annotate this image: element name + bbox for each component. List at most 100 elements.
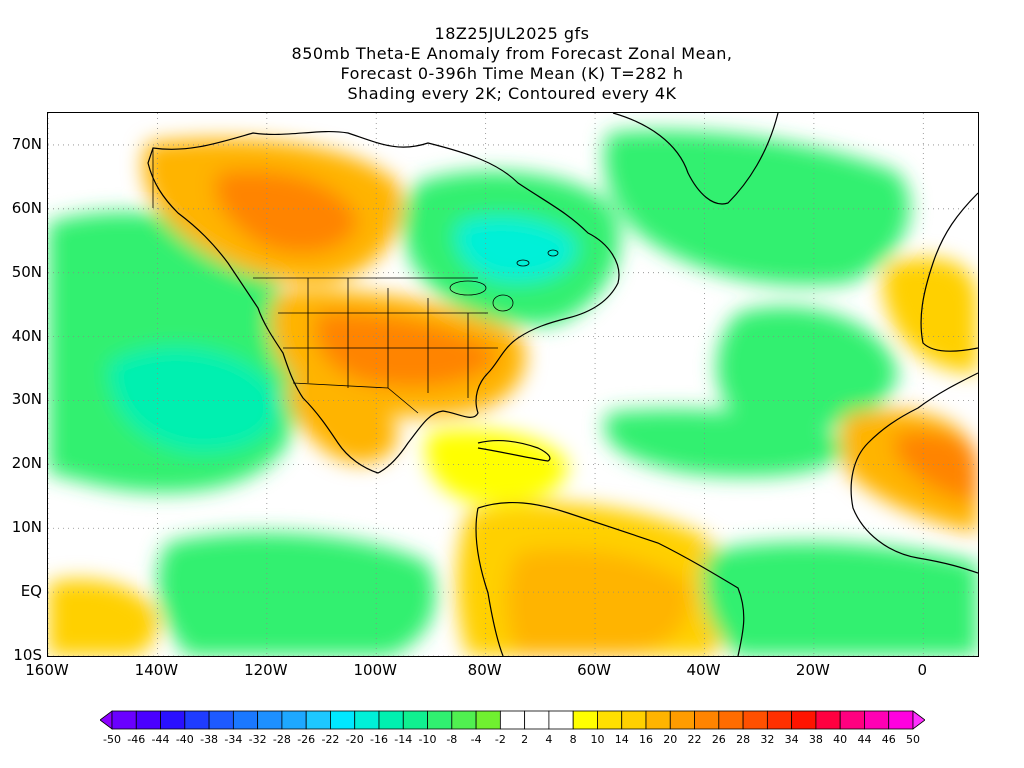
colorbar-tick-label: 20	[663, 733, 678, 746]
colorbar-tick-label: -10	[418, 733, 437, 746]
lat-label: 50N	[11, 262, 42, 281]
anomaly-map	[48, 113, 978, 656]
lat-label: 20N	[11, 454, 42, 473]
colorbar-tick-label: -20	[345, 733, 364, 746]
colorbar-swatch	[499, 710, 526, 730]
colorbar-swatch	[135, 710, 161, 730]
coast-cuba	[477, 439, 551, 462]
lon-label: 120W	[244, 661, 288, 679]
colorbar-swatch	[621, 710, 647, 730]
colorbar-tick-label: -16	[370, 733, 388, 746]
colorbar-max-arrow	[912, 710, 925, 730]
colorbar-swatch	[208, 710, 234, 730]
lat-label: 40N	[11, 326, 42, 345]
colorbar-tick-label: 2	[521, 733, 529, 746]
colorbar-tick-label: -46	[127, 733, 146, 746]
lake-small	[516, 259, 530, 267]
colorbar-tick-label: -14	[394, 733, 413, 746]
lon-label: 160W	[25, 661, 69, 679]
colorbar-swatch	[378, 710, 404, 730]
lat-label: 10N	[11, 518, 42, 537]
colorbar-tick-label: -28	[272, 733, 291, 746]
coast-europe	[920, 192, 978, 352]
shade-southwest-pacific	[48, 579, 159, 656]
lon-label: 40W	[686, 661, 721, 679]
lon-label: 60W	[577, 661, 611, 679]
colorbar-swatch	[305, 710, 331, 730]
colorbar-swatch	[645, 710, 671, 730]
colorbar-min-arrow	[100, 710, 113, 730]
lake-small	[547, 249, 559, 257]
colorbar-swatch	[572, 710, 598, 730]
colorbar-swatch	[864, 710, 890, 730]
colorbar-tick-label: -4	[470, 733, 482, 746]
coast-africa	[850, 372, 978, 574]
shade-europe	[882, 257, 978, 373]
lat-label: EQ	[20, 582, 42, 601]
border-states-grid	[278, 278, 498, 398]
shade-caribbean	[425, 429, 568, 504]
shade-north-atlantic	[604, 130, 910, 286]
colorbar-swatch	[281, 710, 307, 730]
colorbar-swatch	[742, 710, 768, 730]
colorbar-tick-label: -2	[494, 733, 506, 746]
colorbar-tick-label: 50	[906, 733, 920, 746]
lon-label: 100W	[353, 661, 397, 679]
shade-west-africa-core	[894, 431, 978, 503]
colorbar-tick-label: -22	[321, 733, 340, 746]
lat-label: 10S	[13, 646, 42, 664]
colorbar-swatch	[475, 710, 501, 730]
lat-label: 70N	[11, 134, 42, 153]
shade-subtropical-atlantic	[604, 409, 848, 477]
shade-hudson-bay-core	[455, 215, 578, 283]
colorbar-swatch	[694, 710, 720, 730]
colorbar-tick-label: -50	[103, 733, 121, 746]
map-title: 18Z25JUL2025 gfs	[434, 24, 590, 43]
colorbar-tick-label: 14	[614, 733, 629, 746]
colorbar-tick-label: 22	[687, 733, 702, 746]
map-subtitle-shading: Shading every 2K; Contoured every 4K	[347, 84, 677, 103]
colorbar-tick-label: 16	[639, 733, 653, 746]
colorbar-tick-label: -8	[446, 733, 458, 746]
coastlines	[147, 113, 978, 656]
colorbar-swatch	[160, 710, 186, 730]
colorbar	[100, 710, 925, 730]
colorbar-tick-label: 38	[808, 733, 823, 746]
colorbar-swatch	[669, 710, 695, 730]
colorbar-tick-label: -44	[151, 733, 170, 746]
colorbar-tick-label: -40	[175, 733, 194, 746]
lat-label: 30N	[11, 390, 42, 409]
colorbar-swatch	[839, 710, 865, 730]
colorbar-swatch	[718, 710, 744, 730]
colorbar-swatch	[330, 710, 356, 730]
colorbar-tick-label: -26	[297, 733, 316, 746]
colorbar-tick-label: 4	[545, 733, 553, 746]
colorbar-swatch	[815, 710, 841, 730]
colorbar-tick-label: 34	[784, 733, 799, 746]
colorbar-tick-label: 28	[736, 733, 751, 746]
colorbar-tick-label: 44	[857, 733, 872, 746]
colorbar-swatch	[451, 710, 477, 730]
shade-western-canada-core	[215, 170, 358, 254]
shade-mexico	[287, 380, 398, 464]
shading-layer	[48, 130, 978, 656]
colorbar-swatch	[184, 710, 210, 730]
colorbar-tick-label: 8	[569, 733, 577, 746]
map-subtitle-variable: 850mb Theta-E Anomaly from Forecast Zona…	[291, 44, 733, 63]
lon-label: 80W	[467, 661, 502, 679]
gridlines	[48, 113, 978, 656]
map-panel	[47, 112, 979, 657]
shade-south-america-core	[506, 549, 690, 656]
state-borders	[152, 148, 498, 414]
lon-label: 0	[917, 661, 928, 679]
coast-south-america	[475, 501, 745, 656]
shade-central-us-core	[315, 312, 498, 387]
lake-huron	[492, 294, 514, 312]
colorbar-swatch	[888, 710, 914, 730]
shade-central-atlantic	[716, 306, 898, 431]
coast-north-america	[147, 130, 620, 474]
coast-greenland	[612, 113, 779, 205]
colorbar-swatch	[791, 710, 817, 730]
lake-superior	[449, 280, 487, 296]
map-subtitle-forecast: Forecast 0-396h Time Mean (K) T=282 h	[340, 64, 684, 83]
